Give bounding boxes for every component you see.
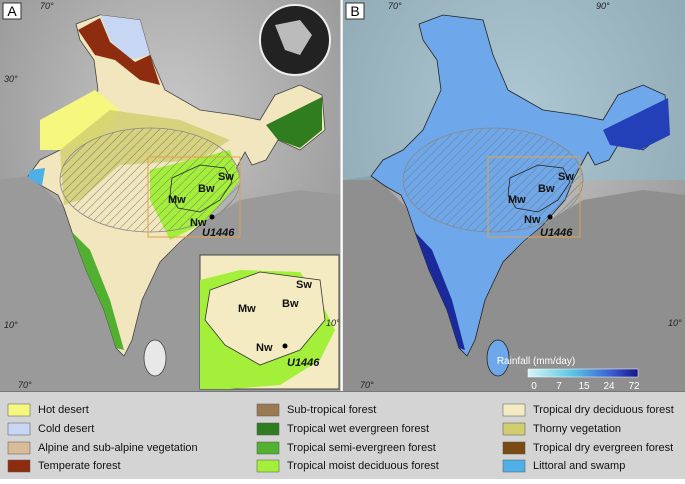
- coord-label: 70°: [360, 380, 374, 390]
- legend-swatch: [7, 403, 31, 417]
- legend-label: Tropical moist deciduous forest: [287, 460, 439, 472]
- basins-outline: [169, 164, 233, 213]
- legend-swatch: [256, 441, 280, 455]
- region-label: Sw: [558, 171, 574, 183]
- site-label: U1446: [540, 227, 573, 239]
- inset-basins: [204, 271, 326, 366]
- site-label: U1446: [287, 357, 320, 369]
- ocean: [343, 176, 685, 391]
- legend-swatch: [7, 459, 31, 473]
- littoral-area: [28, 168, 45, 186]
- legend-label: Tropical semi-evergreen forest: [287, 442, 436, 454]
- region-label: Bw: [282, 298, 299, 310]
- coord-label: 30°: [4, 74, 18, 84]
- sri-lanka: [143, 339, 167, 377]
- study-box: [487, 156, 581, 238]
- colorbar-tick-label: 15: [578, 381, 590, 392]
- colorbar-tick-label: 0: [531, 381, 537, 392]
- colorbar-ticks: 0 7 15 24 72: [531, 381, 640, 392]
- inset-site-dot: [282, 343, 288, 349]
- study-box: [147, 156, 241, 238]
- legend-label: Alpine and sub-alpine vegetation: [38, 442, 198, 454]
- high-rain-area: [603, 98, 670, 150]
- legend-swatch: [502, 441, 526, 455]
- coord-label: 70°: [388, 1, 402, 11]
- legend-swatch: [502, 422, 526, 436]
- cold-desert-area: [100, 15, 150, 60]
- panel-label-box: [345, 2, 365, 20]
- coord-label: 70°: [18, 380, 32, 390]
- legend-swatch: [256, 403, 280, 417]
- panel-label: A: [7, 3, 17, 19]
- panel-a: A 70° 30° 10° 70° Mw Bw Sw Nw U1446 Mw B…: [0, 0, 341, 391]
- globe-land: [275, 20, 312, 55]
- region-label: Nw: [190, 217, 207, 229]
- legend-label: Cold desert: [38, 423, 94, 435]
- colorbar-title: Rainfall (mm/day): [497, 356, 575, 367]
- coord-label: 10°: [668, 318, 682, 328]
- legend-swatch: [502, 459, 526, 473]
- region-label: Mw: [168, 194, 186, 206]
- colorbar-tick-label: 7: [556, 381, 562, 392]
- site-dot: [209, 214, 215, 220]
- hatched-zone: [402, 127, 584, 233]
- legend-label: Tropical wet evergreen forest: [287, 423, 429, 435]
- region-label: Mw: [508, 194, 526, 206]
- legend-label: Temperate forest: [38, 460, 121, 472]
- region-label: Sw: [296, 279, 312, 291]
- legend: Hot desert Cold desert Alpine and sub-alpi…: [7, 403, 674, 473]
- legend-swatch: [7, 422, 31, 436]
- coord-label: 10°: [4, 320, 18, 330]
- legend-swatch: [7, 441, 31, 455]
- panel-label: B: [350, 3, 359, 19]
- legend-swatch: [256, 422, 280, 436]
- colorbar-tick-label: 72: [628, 381, 640, 392]
- colorbar-tick-label: 24: [603, 381, 615, 392]
- legend-swatch: [502, 403, 526, 417]
- panel-label-box: [2, 2, 22, 20]
- coord-label: 10°: [326, 318, 340, 328]
- legend-swatch: [256, 459, 280, 473]
- colorbar: [527, 368, 639, 378]
- sri-lanka: [486, 339, 510, 377]
- legend-label: Tropical dry evergreen forest: [533, 442, 673, 454]
- site-dot: [547, 214, 553, 220]
- coord-label: 70°: [40, 1, 54, 11]
- legend-label: Hot desert: [38, 404, 89, 416]
- coord-label: 90°: [596, 1, 610, 11]
- legend-label: Littoral and swamp: [533, 460, 625, 472]
- site-label: U1446: [202, 227, 235, 239]
- region-label: Nw: [256, 342, 273, 354]
- region-label: Nw: [524, 214, 541, 226]
- high-rain-area: [415, 232, 465, 350]
- wet-evergreen-area: [266, 97, 322, 148]
- legend-label: Thorny vegetation: [533, 423, 621, 435]
- semi-evergreen-area: [72, 232, 124, 350]
- temperate-area: [78, 18, 160, 85]
- region-label: Sw: [218, 171, 234, 183]
- region-label: Bw: [198, 183, 215, 195]
- legend-label: Sub-tropical forest: [287, 404, 376, 416]
- panel-b: B 70° 90° 10° 70° Mw Bw Sw Nw U1446 Rain…: [343, 0, 685, 392]
- region-label: Mw: [238, 303, 256, 315]
- basins-outline: [507, 164, 571, 213]
- legend-label: Tropical dry deciduous forest: [533, 404, 674, 416]
- region-label: Bw: [538, 183, 555, 195]
